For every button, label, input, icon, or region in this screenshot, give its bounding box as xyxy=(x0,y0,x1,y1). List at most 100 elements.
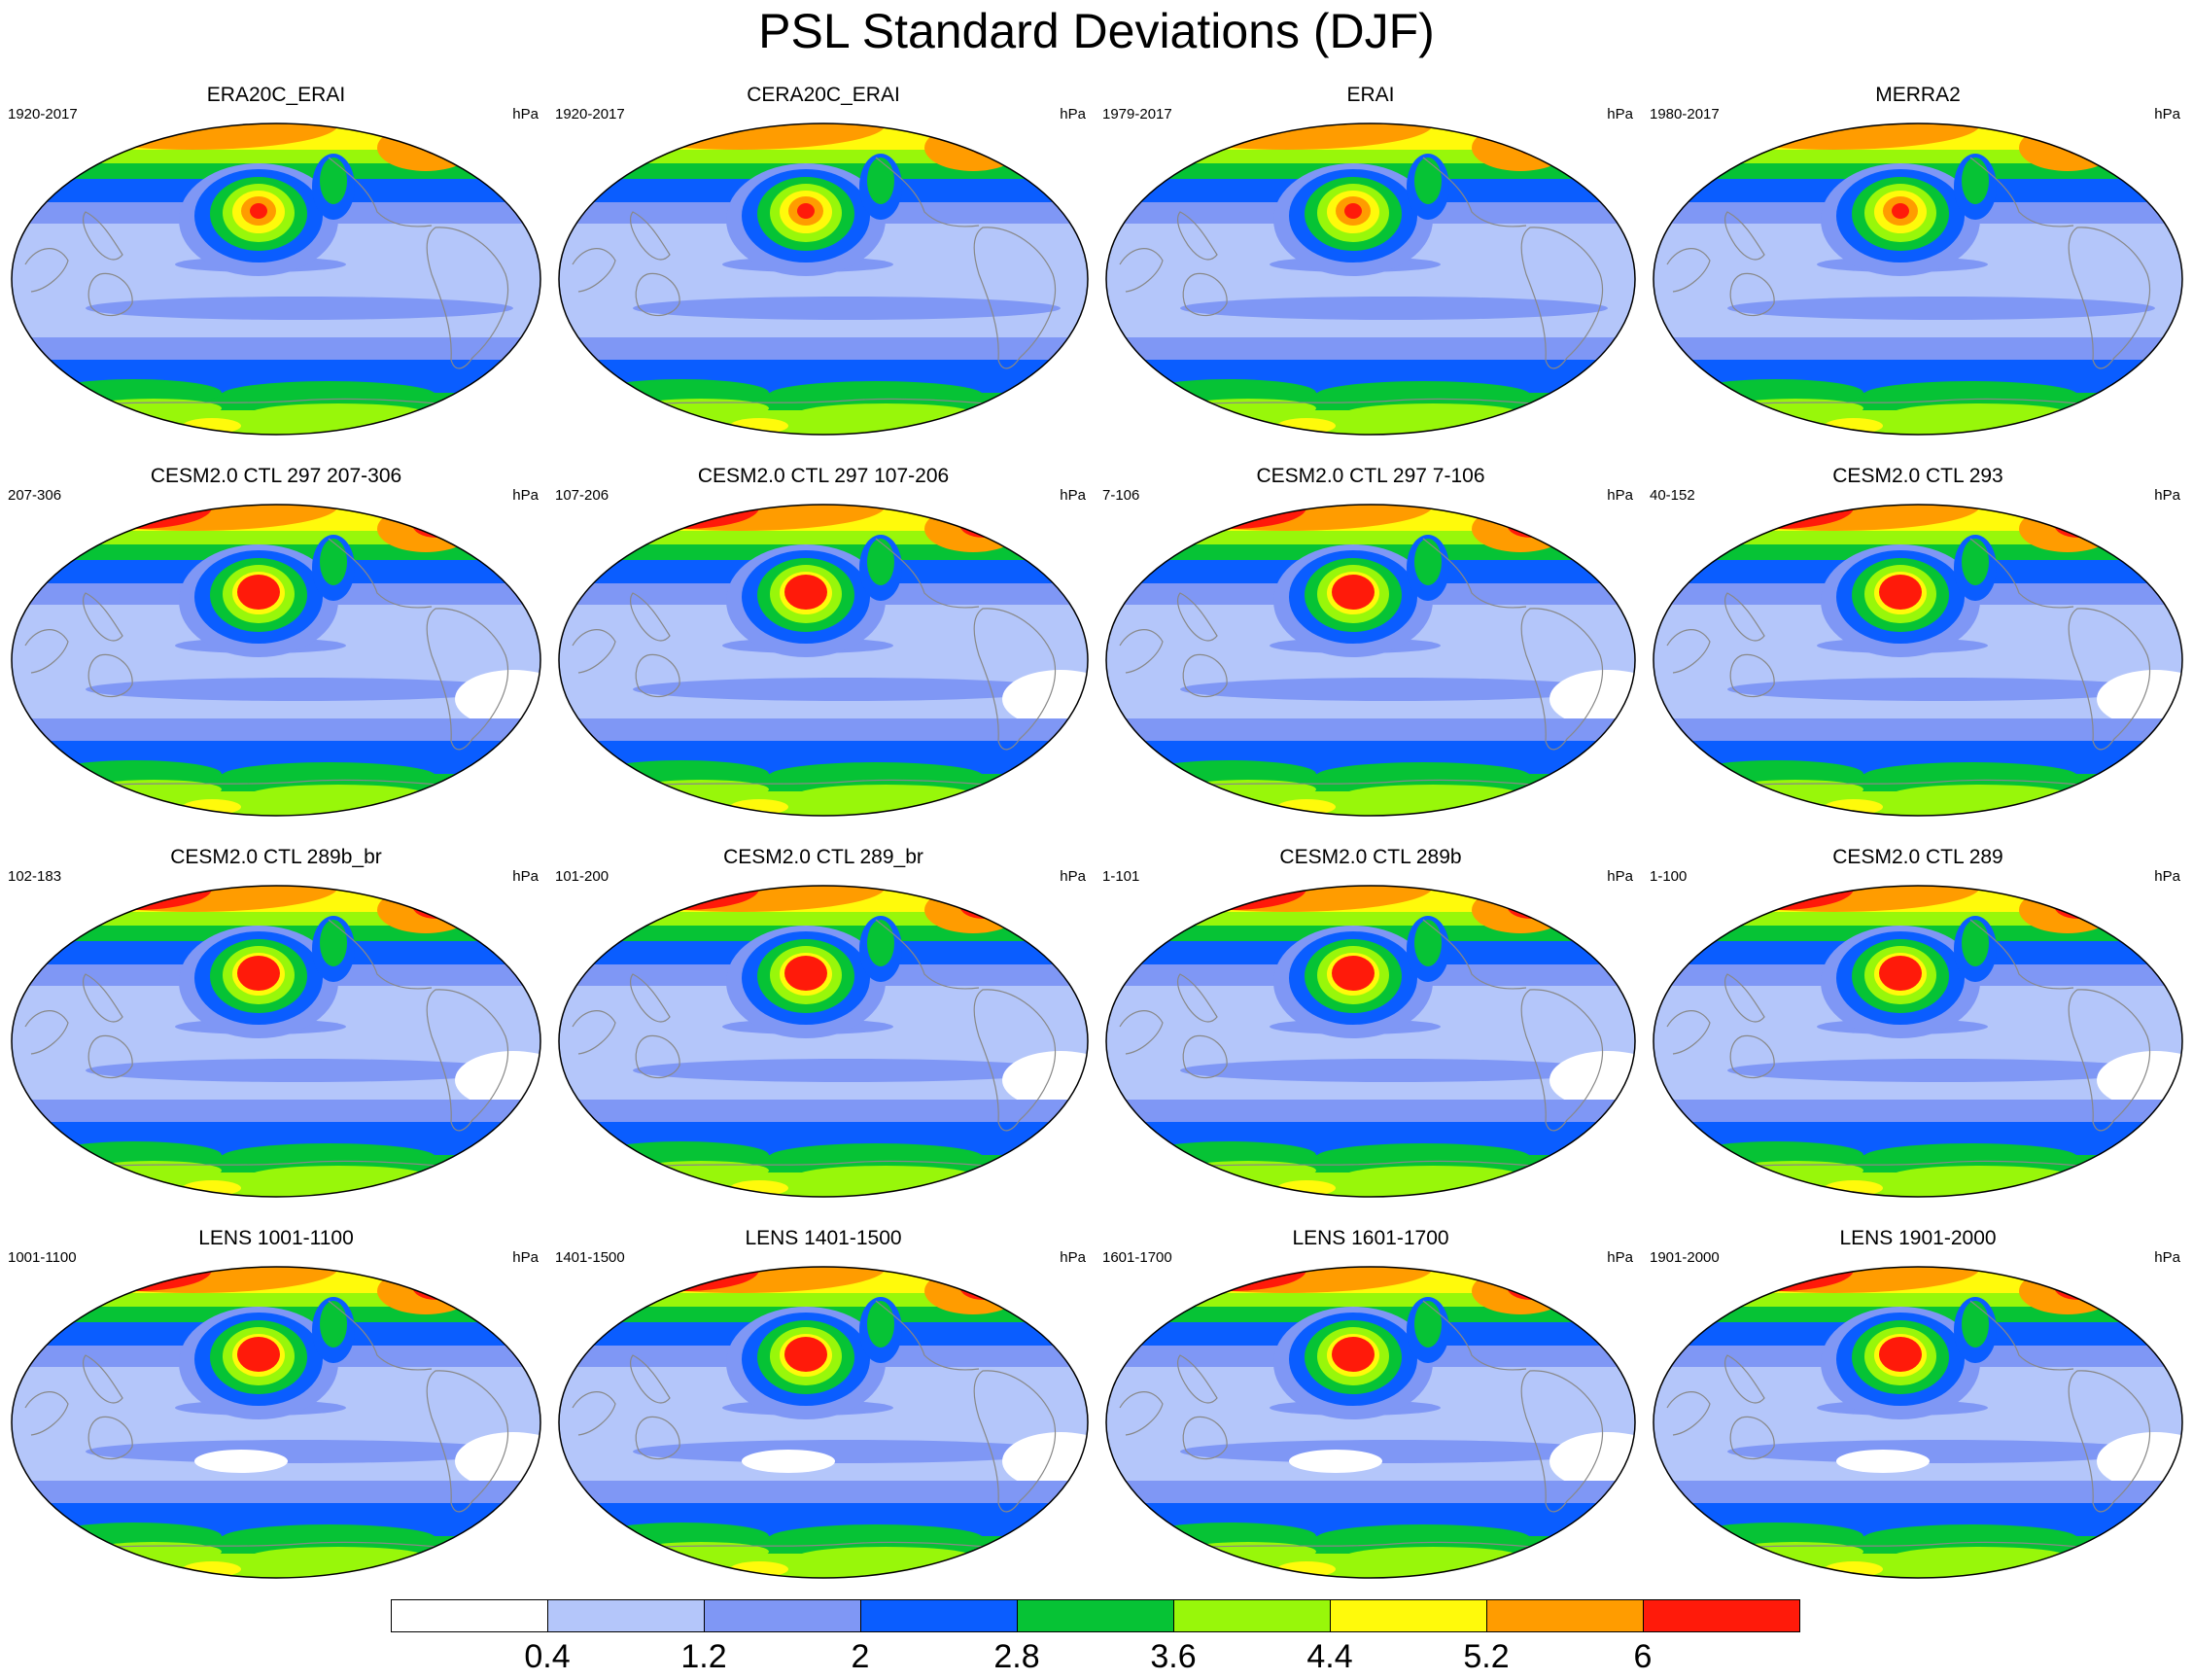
map-boundary xyxy=(1653,504,2183,817)
aleutian-core xyxy=(237,575,280,610)
north-america-outline xyxy=(328,157,433,228)
map-panel: CESM2.0 CTL 289b 1-101 hPa xyxy=(1102,844,1639,1213)
map-boundary xyxy=(558,1266,1089,1579)
east-asia-outline xyxy=(82,592,123,642)
atlantic-max-orange xyxy=(377,124,474,171)
africa-outline xyxy=(24,1391,69,1436)
panel-years: 1901-2000 xyxy=(1650,1249,1720,1266)
colorbar-swatch xyxy=(547,1599,705,1632)
contour-fill-layer xyxy=(12,505,540,816)
map-boundary xyxy=(11,122,541,436)
southern-max-lobe-2 xyxy=(1893,1166,2068,1185)
southern-subtropical-band xyxy=(86,1059,513,1082)
panel-title: LENS 1001-1100 xyxy=(198,1227,354,1249)
southern-max-lobe-2 xyxy=(798,1547,973,1566)
atlantic-max-red xyxy=(1507,1273,1553,1300)
south-america-minimum xyxy=(455,670,540,728)
southern-max-lobe-1 xyxy=(1180,1161,1316,1180)
panel-unit: hPa xyxy=(1060,106,1086,122)
psl-std-map xyxy=(558,1266,1089,1579)
panel-title: LENS 1401-1500 xyxy=(745,1227,902,1249)
pacific-minimum xyxy=(1289,1450,1382,1473)
south-america-outline xyxy=(973,989,1057,1132)
south-america-minimum xyxy=(455,1051,540,1109)
contour-fill-layer xyxy=(559,123,1088,435)
south-america-outline xyxy=(2068,608,2151,751)
trough-level-4 xyxy=(867,539,894,585)
north-america-outline xyxy=(328,1300,433,1371)
southern-max-lobe-1 xyxy=(86,399,222,418)
map-boundary xyxy=(11,504,541,817)
psl-std-map xyxy=(11,504,541,817)
trough-level-4 xyxy=(1414,158,1442,204)
atlantic-max-orange xyxy=(2019,887,2116,933)
southern-max-lobe-1 xyxy=(86,1161,222,1180)
panel-years: 1920-2017 xyxy=(555,106,625,122)
south-america-outline xyxy=(1520,608,1604,751)
southern-subtropical-band xyxy=(1727,678,2155,701)
australia-outline xyxy=(87,272,133,317)
east-asia-outline xyxy=(1723,1354,1765,1404)
map-boundary xyxy=(1105,122,1636,436)
atlantic-max-red xyxy=(2054,892,2101,919)
southern-subtropical-band xyxy=(633,1440,1061,1463)
north-america-outline xyxy=(875,538,980,609)
psl-std-map xyxy=(11,1266,541,1579)
south-america-outline xyxy=(1520,1370,1604,1513)
southern-max-lobe-2 xyxy=(1893,403,2068,423)
panel-unit: hPa xyxy=(2154,487,2180,504)
trough-level-4 xyxy=(1962,158,1989,204)
map-panel: CESM2.0 CTL 297 107-206 107-206 hPa xyxy=(555,463,1092,832)
southern-max-lobe-1 xyxy=(1727,780,1863,799)
southern-max-lobe-1 xyxy=(633,1542,769,1561)
panel-unit: hPa xyxy=(2154,1249,2180,1266)
australia-outline xyxy=(1182,272,1228,317)
map-boundary xyxy=(1653,122,2183,436)
contour-fill-layer xyxy=(1106,1267,1635,1578)
panel-years: 1601-1700 xyxy=(1102,1249,1172,1266)
south-america-outline xyxy=(426,608,509,751)
australia-outline xyxy=(1729,1416,1775,1460)
north-america-outline xyxy=(328,538,433,609)
trough-level-4 xyxy=(867,1301,894,1348)
south-america-minimum xyxy=(2097,1432,2182,1490)
panel-years: 1401-1500 xyxy=(555,1249,625,1266)
aleutian-core xyxy=(1879,1337,1922,1372)
east-asia-outline xyxy=(629,592,671,642)
north-america-outline xyxy=(1422,538,1527,609)
atlantic-max-red xyxy=(2054,510,2101,538)
panel-unit: hPa xyxy=(1607,487,1633,504)
trough-level-4 xyxy=(867,158,894,204)
africa-outline xyxy=(572,1010,616,1055)
southern-subtropical-band xyxy=(633,1059,1061,1082)
map-panel: MERRA2 1980-2017 hPa xyxy=(1650,82,2186,451)
atlantic-max-red xyxy=(959,1273,1006,1300)
atlantic-max-orange xyxy=(924,1268,1022,1314)
southern-subtropical-band xyxy=(86,678,513,701)
atlantic-max-red xyxy=(959,892,1006,919)
africa-outline xyxy=(572,1391,616,1436)
north-america-outline xyxy=(1969,919,2074,990)
southern-subtropical-band xyxy=(1180,1059,1608,1082)
panel-title: ERA20C_ERAI xyxy=(206,84,346,106)
south-america-outline xyxy=(2068,989,2151,1132)
colorbar-swatch xyxy=(391,1599,548,1632)
east-asia-outline xyxy=(1723,973,1765,1023)
trough-level-4 xyxy=(320,920,347,966)
south-america-minimum xyxy=(455,1432,540,1490)
australia-outline xyxy=(635,1416,680,1460)
map-panel: LENS 1401-1500 1401-1500 hPa xyxy=(555,1225,1092,1594)
africa-outline xyxy=(24,1010,69,1055)
australia-outline xyxy=(635,653,680,698)
colorbar-tick-label: 4.4 xyxy=(1306,1638,1353,1675)
panel-unit: hPa xyxy=(1607,1249,1633,1266)
map-panel: LENS 1901-2000 1901-2000 hPa xyxy=(1650,1225,2186,1594)
north-america-outline xyxy=(1422,1300,1527,1371)
map-panel: CESM2.0 CTL 297 207-306 207-306 hPa xyxy=(8,463,544,832)
figure-title: PSL Standard Deviations (DJF) xyxy=(758,4,1435,58)
atlantic-max-red xyxy=(412,1273,459,1300)
colorbar-tick-label: 6 xyxy=(1633,1638,1653,1675)
southern-max-lobe-2 xyxy=(798,785,973,804)
east-asia-outline xyxy=(629,973,671,1023)
aleutian-core xyxy=(784,1337,827,1372)
